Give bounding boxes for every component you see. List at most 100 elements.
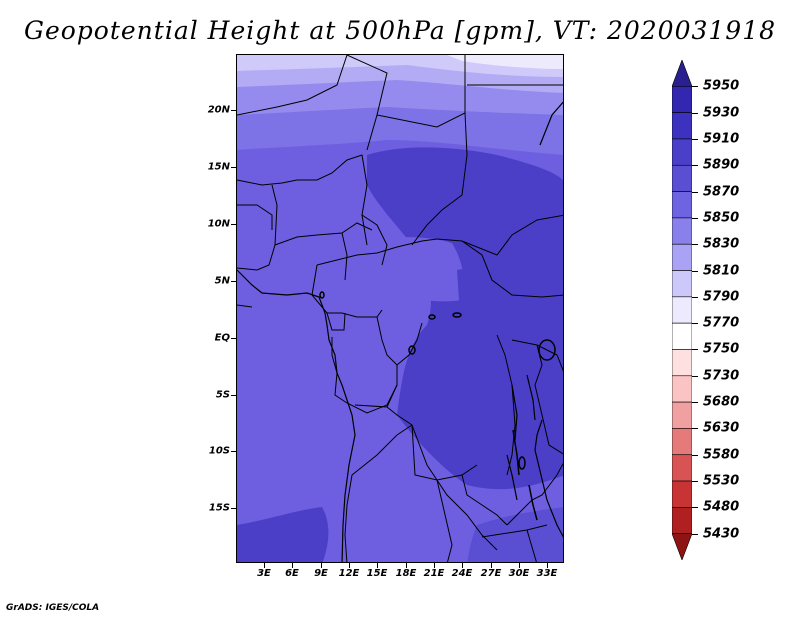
colorbar-segment [672, 507, 692, 534]
colorbar-segment [672, 428, 692, 456]
colorbar-level-label: 5910 [703, 131, 740, 147]
x-label-6e: 6E [285, 568, 299, 579]
y-label-5n: 5N [214, 275, 230, 287]
colorbar-segment [672, 480, 692, 508]
colorbar-segment [672, 243, 692, 271]
y-label-15n: 15N [207, 161, 230, 173]
colorbar-tick [692, 296, 698, 298]
y-label-5s: 5S [215, 389, 230, 401]
footer-credit: GrADS: IGES/COLA [6, 603, 100, 613]
colorbar-segment [672, 375, 692, 403]
colorbar-tick [692, 454, 698, 456]
colorbar-level-label: 5430 [703, 526, 740, 542]
x-tick-30e [519, 563, 520, 568]
colorbar-level-label: 5830 [703, 236, 740, 252]
contour-5890 [367, 147, 563, 490]
x-tick-12e [349, 563, 350, 568]
contour-5770 [447, 55, 563, 69]
colorbar-level-label: 5950 [703, 78, 740, 94]
y-tick-eq [231, 338, 236, 339]
colorbar-level-label: 5630 [703, 420, 740, 436]
x-label-18e: 18E [395, 568, 417, 579]
contour-5880-southeast [467, 507, 563, 562]
colorbar-level-label: 5870 [703, 184, 740, 200]
colorbar-segment [672, 112, 692, 140]
colorbar-level-label: 5730 [703, 368, 740, 384]
colorbar-tick [692, 138, 698, 140]
x-label-3e: 3E [257, 568, 271, 579]
x-label-24e: 24E [451, 568, 473, 579]
colorbar-segment [672, 270, 692, 298]
colorbar-level-label: 5850 [703, 210, 740, 226]
colorbar-tick [692, 191, 698, 193]
colorbar-segment [672, 138, 692, 166]
colorbar-tick [692, 507, 698, 509]
y-tick-10n [231, 224, 236, 225]
colorbar-segment [672, 191, 692, 219]
x-label-33e: 33E [536, 568, 558, 579]
colorbar-segment [672, 349, 692, 377]
colorbar-segment [672, 86, 692, 113]
colorbar-level-label: 5680 [703, 394, 740, 410]
colorbar-level-label: 5530 [703, 473, 740, 489]
colorbar-tick [692, 217, 698, 219]
chart-title: Geopotential Height at 500hPa [gpm], VT:… [23, 16, 777, 45]
country-borders [237, 55, 563, 562]
x-tick-3e [264, 563, 265, 568]
colorbar-segment [672, 533, 692, 560]
contour-lower-patch [377, 237, 464, 302]
colorbar [672, 60, 692, 560]
colorbar-segment [672, 454, 692, 482]
coastlines [237, 101, 563, 562]
colorbar-tick [692, 428, 698, 430]
x-label-27e: 27E [480, 568, 502, 579]
x-tick-24e [462, 563, 463, 568]
y-label-15s: 15S [208, 502, 230, 514]
y-tick-5s [231, 395, 236, 396]
colorbar-level-label: 5930 [703, 105, 740, 121]
colorbar-tick [692, 349, 698, 351]
y-tick-20n [231, 110, 236, 111]
x-label-12e: 12E [338, 568, 360, 579]
colorbar-level-label: 5580 [703, 447, 740, 463]
colorbar-level-label: 5480 [703, 499, 740, 515]
colorbar-level-label: 5750 [703, 341, 740, 357]
y-tick-10s [231, 451, 236, 452]
colorbar-tick [692, 86, 698, 88]
colorbar-level-label: 5770 [703, 315, 740, 331]
map-svg [237, 55, 563, 562]
colorbar-segment [672, 322, 692, 350]
colorbar-tick [692, 270, 698, 272]
x-label-30e: 30E [508, 568, 530, 579]
x-tick-33e [547, 563, 548, 568]
x-tick-21e [434, 563, 435, 568]
y-label-10s: 10S [208, 445, 230, 457]
colorbar-tick [692, 244, 698, 246]
x-label-21e: 21E [423, 568, 445, 579]
y-tick-15n [231, 167, 236, 168]
y-tick-5n [231, 281, 236, 282]
colorbar-tick [692, 533, 698, 535]
colorbar-segment [672, 217, 692, 245]
colorbar-tick [692, 402, 698, 404]
colorbar-segment [672, 401, 692, 429]
colorbar-level-label: 5790 [703, 289, 740, 305]
colorbar-segment [672, 296, 692, 324]
colorbar-segment [672, 164, 692, 192]
y-tick-15s [231, 508, 236, 509]
colorbar-level-label: 5810 [703, 263, 740, 279]
colorbar-tick [692, 481, 698, 483]
y-label-eq: EQ [214, 332, 230, 344]
x-tick-15e [377, 563, 378, 568]
x-tick-9e [321, 563, 322, 568]
x-tick-18e [406, 563, 407, 568]
x-label-9e: 9E [314, 568, 328, 579]
x-tick-27e [491, 563, 492, 568]
colorbar-tick [692, 375, 698, 377]
lakes [319, 291, 556, 521]
x-tick-6e [292, 563, 293, 568]
colorbar-segment [672, 60, 692, 87]
x-label-15e: 15E [366, 568, 388, 579]
contour-5890-east [457, 268, 523, 335]
colorbar-tick [692, 165, 698, 167]
